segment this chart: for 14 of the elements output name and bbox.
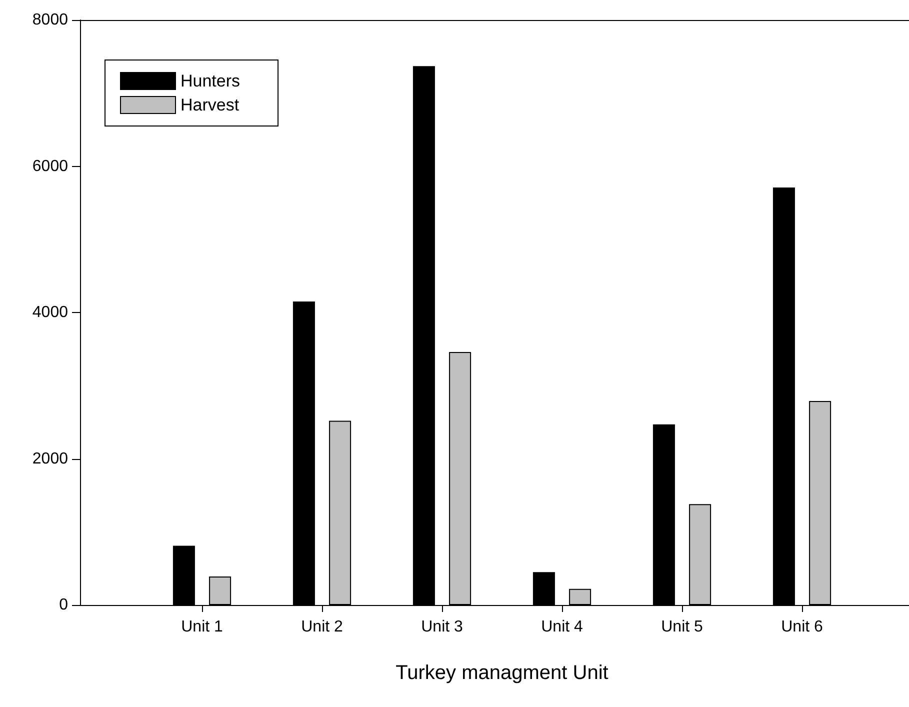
y-tick-label: 8000: [32, 12, 68, 28]
y-tick-label: 0: [59, 596, 68, 614]
x-tick-label: Unit 2: [301, 618, 343, 636]
legend-label: Hunters: [180, 72, 240, 90]
x-tick-label: Unit 4: [541, 618, 583, 636]
x-tick-label: Unit 3: [421, 618, 463, 636]
x-tick-label: Unit 6: [781, 618, 823, 636]
y-tick-label: 6000: [32, 158, 68, 175]
x-axis-title: Turkey managment Unit: [396, 662, 609, 684]
legend-label: Harvest: [180, 96, 240, 114]
y-tick-label: 4000: [32, 304, 68, 321]
x-tick-label: Unit 5: [661, 618, 703, 636]
x-tick-label: Unit 1: [181, 618, 223, 636]
y-tick-label: 2000: [32, 450, 68, 468]
